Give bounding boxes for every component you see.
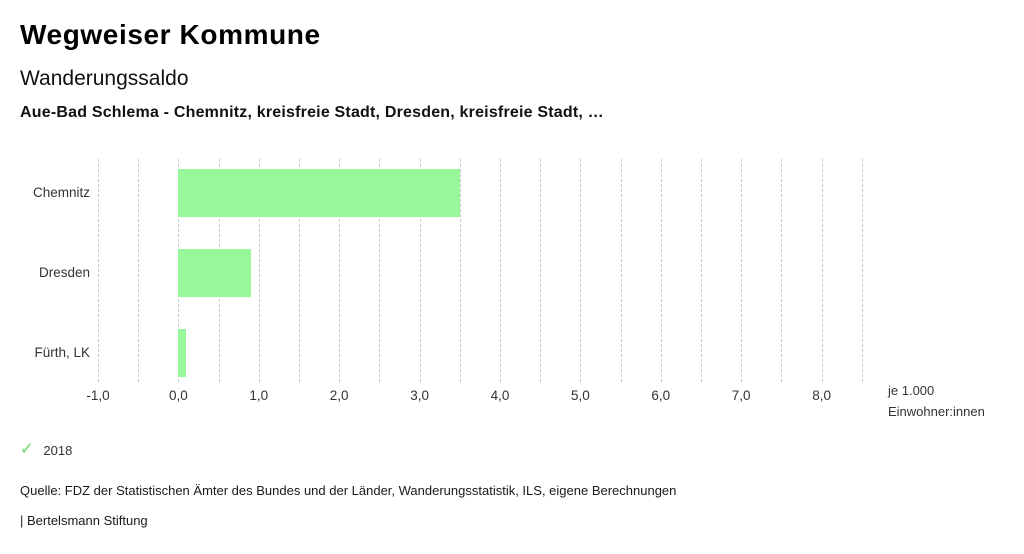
brand-line: | Bertelsmann Stiftung [20,513,148,528]
x-tick-label-7_0: 7,0 [731,388,751,403]
gridline [861,159,863,382]
bar-furth-lk[interactable] [178,329,187,377]
gridline [660,159,662,382]
gridline [98,159,99,382]
x-tick-label-5_0: 5,0 [571,388,590,403]
axis-unit-line2: Einwohner:innen [888,404,985,419]
gridline [339,159,341,382]
x-tick-label-0_0: 0,0 [169,388,188,403]
gridline [299,159,300,382]
plot-area [98,159,863,382]
legend-item-2018[interactable]: ✓ 2018 [20,442,72,458]
gridline [540,159,542,382]
gridline [620,159,622,382]
gridline [500,159,501,382]
category-label-chemnitz: Chemnitz [32,185,90,200]
app-title: Wegweiser Kommune [20,19,321,50]
x-tick-label--1_0: -1,0 [86,388,110,403]
source-line: Quelle: FDZ der Statistischen Ämter des … [20,483,677,498]
axis-unit-line1: je 1.000 [888,383,935,398]
x-tick-label-6_0: 6,0 [651,388,671,403]
gridline [580,159,582,382]
axis-unit-label: je 1.000 Einwohner:innen [888,380,985,422]
checkmark-icon: ✓ [20,441,34,458]
legend-year-label: 2018 [43,442,73,458]
x-tick-label-4_0: 4,0 [490,388,510,403]
bar-chemnitz[interactable] [178,169,460,217]
gridline [459,159,461,382]
x-tick-label-1_0: 1,0 [249,388,269,403]
chart-title: Wanderungssaldo [20,67,189,90]
category-label-dresden: Dresden [38,265,90,280]
x-tick-label-2_0: 2,0 [329,388,349,403]
bar-dresden[interactable] [178,249,251,297]
gridline [138,159,140,382]
gridline [821,159,823,382]
gridline [379,159,381,382]
gridline [419,159,421,382]
category-label-furth-lk: Fürth, LK [34,345,90,360]
gridline [701,159,702,382]
x-tick-label-8_0: 8,0 [812,388,831,403]
comparison-subtitle: Aue-Bad Schlema - Chemnitz, kreisfreie S… [20,104,604,121]
gridline [741,159,743,382]
gridline [781,159,783,382]
x-tick-label-3_0: 3,0 [410,388,429,403]
gridline [258,159,260,382]
